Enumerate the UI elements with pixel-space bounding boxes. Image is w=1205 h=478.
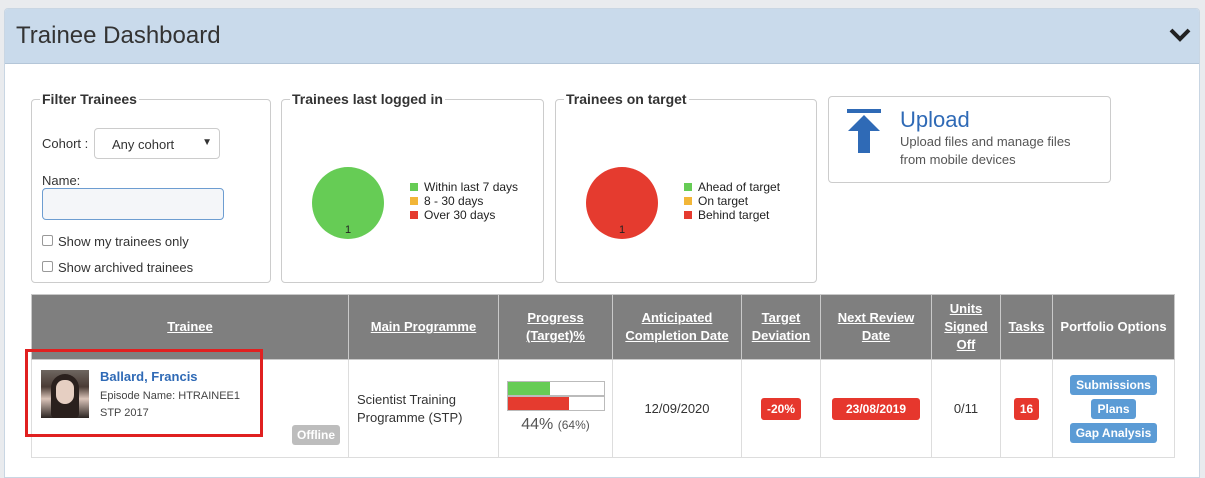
chart-title: Trainees last logged in <box>292 91 443 107</box>
column-header-completion[interactable]: Anticipated Completion Date <box>612 294 742 360</box>
legend-label: Behind target <box>698 208 770 222</box>
page-title: Trainee Dashboard <box>16 22 221 49</box>
upload-title[interactable]: Upload <box>900 107 970 132</box>
filter-trainees-box: Filter Trainees Cohort : Any cohort ▼ Na… <box>31 91 271 283</box>
upload-description: Upload files and manage files from mobil… <box>900 134 1071 167</box>
gap-analysis-button[interactable]: Gap Analysis <box>1069 422 1158 443</box>
column-header-portfolio: Portfolio Options <box>1052 294 1175 360</box>
highlight-box <box>25 349 263 437</box>
legend-swatch <box>410 211 418 219</box>
chart-title: Trainees on target <box>566 91 687 107</box>
target-bar <box>507 396 605 411</box>
upload-card[interactable]: Upload Upload files and manage files fro… <box>828 96 1111 183</box>
cohort-label: Cohort : <box>42 136 89 151</box>
submissions-button[interactable]: Submissions <box>1070 374 1157 395</box>
portfolio-options-cell: Submissions Plans Gap Analysis <box>1052 359 1175 458</box>
deviation-badge: -20% <box>760 397 801 420</box>
column-header-progress[interactable]: Progress (Target)% <box>498 294 613 360</box>
trainee-cohort: STP 2017 <box>100 407 149 419</box>
progress-text: 44% (64%) <box>499 416 612 434</box>
on-target-box: Trainees on target 1 Ahead of target On ta… <box>555 91 817 283</box>
legend-swatch <box>684 197 692 205</box>
plans-button[interactable]: Plans <box>1091 398 1136 419</box>
pie-slice-behind-target <box>586 167 658 239</box>
progress-bar <box>507 381 605 396</box>
legend-label: Within last 7 days <box>424 180 518 194</box>
target-fill <box>508 397 570 410</box>
completion-date-cell: 12/09/2020 <box>612 359 742 458</box>
legend-swatch <box>410 183 418 191</box>
column-header-units[interactable]: Units Signed Off <box>931 294 1001 360</box>
avatar[interactable] <box>41 370 89 418</box>
tasks-cell: 16 <box>1000 359 1053 458</box>
show-my-trainees-label[interactable]: Show my trainees only <box>58 234 189 249</box>
column-header-review[interactable]: Next Review Date <box>820 294 932 360</box>
legend-label: On target <box>698 194 749 208</box>
programme-cell: Scientist Training Programme (STP) <box>348 359 499 458</box>
progress-bars <box>507 381 605 411</box>
review-date-badge: 23/08/2019 <box>831 397 921 420</box>
pie-slice-label: 1 <box>619 224 625 236</box>
cohort-select[interactable]: Any cohort ▼ <box>94 128 220 159</box>
caret-down-icon: ▼ <box>202 137 212 148</box>
table-row: Ballard, Francis Episode Name: HTRAINEE1… <box>31 359 1175 458</box>
pie-slice-within-last-7-days <box>312 167 384 239</box>
legend-label: Over 30 days <box>424 208 495 222</box>
column-header-deviation[interactable]: Target Deviation <box>741 294 821 360</box>
table-header-row: Trainee Main Programme Progress (Target)… <box>31 294 1175 360</box>
last-logged-in-box: Trainees last logged in 1 Within last 7 d… <box>281 91 544 283</box>
cohort-select-value: Any cohort <box>112 137 175 152</box>
legend-swatch <box>684 183 692 191</box>
show-my-trainees-checkbox[interactable] <box>42 235 53 246</box>
target-percent: (64%) <box>557 418 590 432</box>
name-input[interactable] <box>42 188 224 220</box>
chevron-down-icon[interactable] <box>1169 27 1191 43</box>
name-label: Name: <box>42 173 81 188</box>
legend-swatch <box>684 211 692 219</box>
status-badge: Offline <box>292 425 340 445</box>
progress-cell: 44% (64%) <box>498 359 613 458</box>
deviation-cell: -20% <box>741 359 821 458</box>
progress-percent: 44% <box>521 416 554 433</box>
tasks-badge[interactable]: 16 <box>1013 397 1040 420</box>
trainee-table: Trainee Main Programme Progress (Target)… <box>31 294 1175 458</box>
column-header-tasks[interactable]: Tasks <box>1000 294 1053 360</box>
upload-arrow-icon <box>847 109 881 153</box>
filter-legend: Filter Trainees <box>42 91 137 107</box>
show-archived-label[interactable]: Show archived trainees <box>58 260 194 275</box>
legend-swatch <box>410 197 418 205</box>
pie-slice-label: 1 <box>345 224 351 236</box>
trainee-episode: Episode Name: HTRAINEE1 <box>100 390 240 402</box>
panel-header: Trainee Dashboard <box>5 9 1199 64</box>
column-header-programme[interactable]: Main Programme <box>348 294 499 360</box>
trainee-dashboard-panel: Trainee Dashboard Filter Trainees Cohort… <box>4 8 1200 478</box>
legend-label: 8 - 30 days <box>424 194 483 208</box>
units-cell: 0/11 <box>931 359 1001 458</box>
progress-fill <box>508 382 551 395</box>
trainee-name-link[interactable]: Ballard, Francis <box>100 369 198 384</box>
review-date-cell: 23/08/2019 <box>820 359 932 458</box>
legend-label: Ahead of target <box>698 180 781 194</box>
show-archived-checkbox[interactable] <box>42 261 53 272</box>
